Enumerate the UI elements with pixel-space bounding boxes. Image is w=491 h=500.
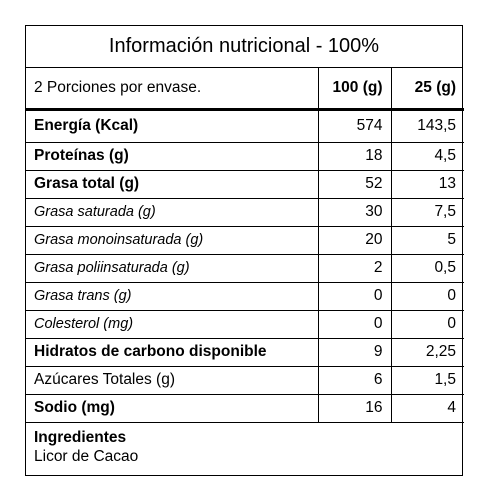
nutrient-label: Grasa monoinsaturada (g): [26, 226, 318, 255]
value-100g: 18: [317, 142, 391, 171]
nutrient-label: Proteínas (g): [26, 142, 318, 171]
nutrient-label: Colesterol (mg): [26, 310, 318, 339]
nutrient-label: Grasa total (g): [26, 170, 318, 199]
value-25g: 4: [390, 394, 464, 423]
table-row: Hidratos de carbono disponible 9 2,25: [26, 338, 464, 367]
nutrient-label: Grasa saturada (g): [26, 198, 318, 227]
nutrient-label: Azúcares Totales (g): [26, 366, 318, 395]
nutrition-table: 2 Porciones por envase. 100 (g) 25 (g) E…: [26, 68, 464, 423]
value-25g: 0: [390, 282, 464, 311]
servings-label: 2 Porciones por envase.: [26, 68, 318, 111]
table-row: Azúcares Totales (g) 6 1,5: [26, 366, 464, 395]
table-row: Grasa saturada (g) 30 7,5: [26, 198, 464, 227]
nutrition-facts-panel: Información nutricional - 100% 2 Porcion…: [25, 25, 464, 476]
table-row: Proteínas (g) 18 4,5: [26, 142, 464, 171]
value-100g: 9: [317, 338, 391, 367]
value-100g: 20: [317, 226, 391, 255]
column-header-100g: 100 (g): [317, 68, 391, 111]
value-100g: 16: [317, 394, 391, 423]
table-row: Energía (Kcal) 574 143,5: [26, 109, 464, 143]
value-25g: 1,5: [390, 366, 464, 395]
table-row: Grasa monoinsaturada (g) 20 5: [26, 226, 464, 255]
value-25g: 0: [390, 310, 464, 339]
value-25g: 2,25: [390, 338, 464, 367]
ingredients-section: Ingredientes Licor de Cacao: [26, 423, 462, 471]
table-row: Grasa poliinsaturada (g) 2 0,5: [26, 254, 464, 283]
value-25g: 4,5: [390, 142, 464, 171]
value-100g: 52: [317, 170, 391, 199]
table-header-row: 2 Porciones por envase. 100 (g) 25 (g): [26, 68, 464, 111]
table-row: Colesterol (mg) 0 0: [26, 310, 464, 339]
value-100g: 0: [317, 282, 391, 311]
value-100g: 6: [317, 366, 391, 395]
value-25g: 0,5: [390, 254, 464, 283]
ingredients-title: Ingredientes: [34, 428, 127, 446]
value-100g: 2: [317, 254, 391, 283]
value-100g: 574: [317, 109, 391, 143]
column-header-25g: 25 (g): [390, 68, 464, 111]
value-25g: 13: [390, 170, 464, 199]
nutrient-label: Hidratos de carbono disponible: [26, 338, 318, 367]
panel-title: Información nutricional - 100%: [26, 26, 462, 68]
nutrient-label: Grasa poliinsaturada (g): [26, 254, 318, 283]
nutrient-label: Grasa trans (g): [26, 282, 318, 311]
table-row: Grasa trans (g) 0 0: [26, 282, 464, 311]
value-100g: 0: [317, 310, 391, 339]
table-row: Grasa total (g) 52 13: [26, 170, 464, 199]
nutrient-label: Sodio (mg): [26, 394, 318, 423]
value-25g: 7,5: [390, 198, 464, 227]
value-25g: 143,5: [390, 109, 464, 143]
value-100g: 30: [317, 198, 391, 227]
ingredients-text: Licor de Cacao: [34, 447, 139, 465]
nutrient-label: Energía (Kcal): [26, 109, 318, 143]
table-row: Sodio (mg) 16 4: [26, 394, 464, 423]
value-25g: 5: [390, 226, 464, 255]
